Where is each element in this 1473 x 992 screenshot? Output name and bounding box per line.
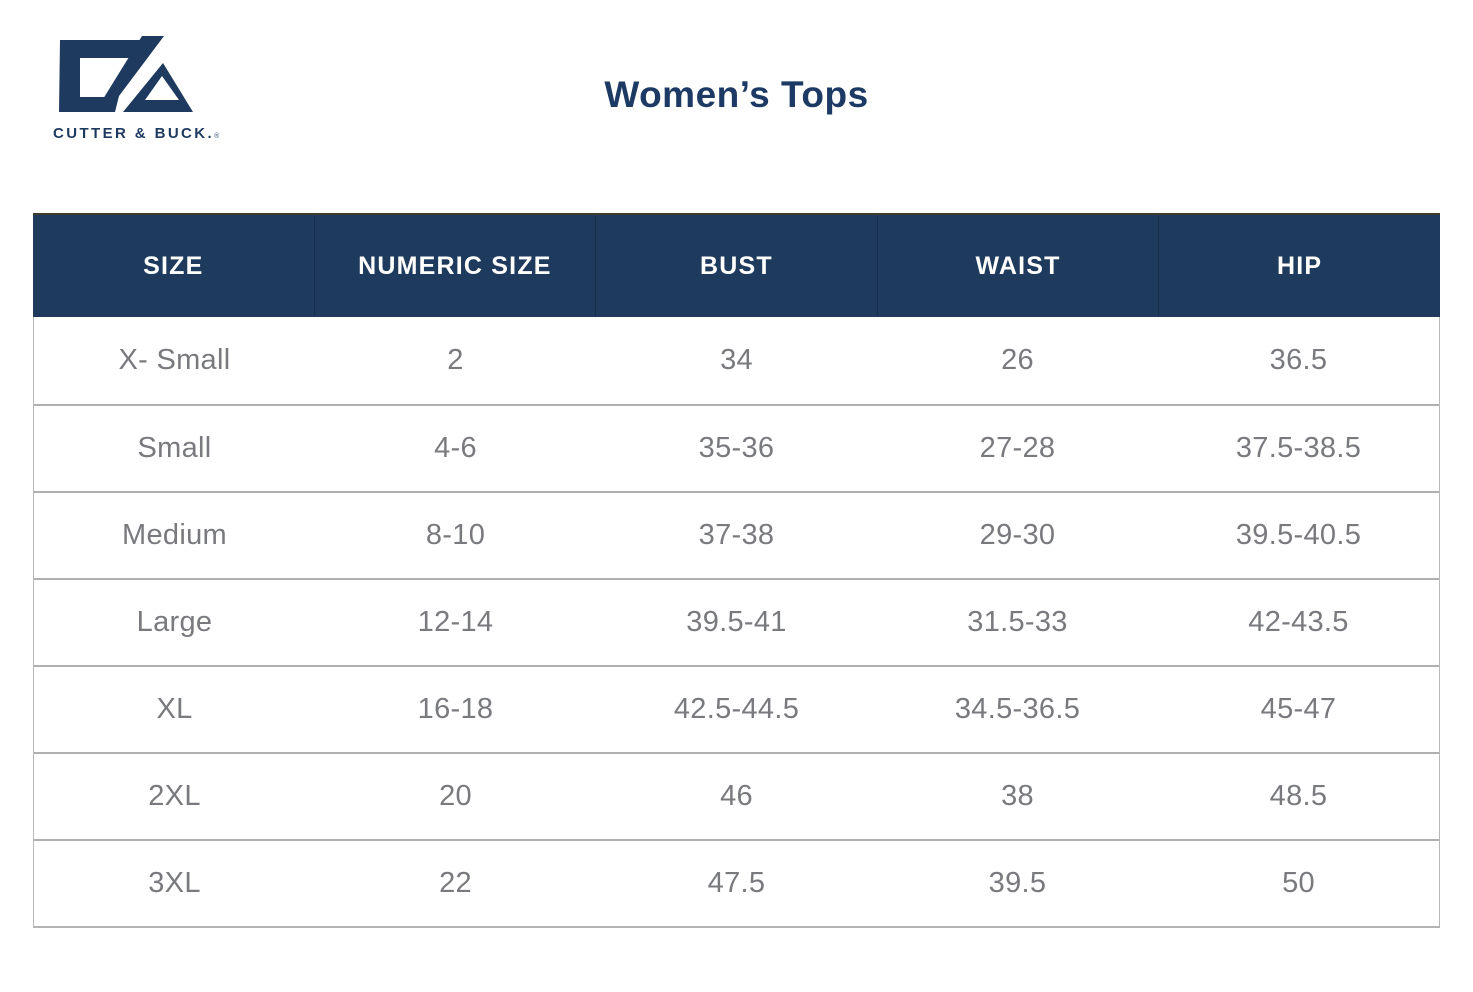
column-header-size: SIZE	[143, 251, 204, 280]
table-cell: 26	[1001, 344, 1034, 376]
cutter-buck-logo-icon	[59, 36, 193, 112]
table-row: Medium 8-10 37-38 29-30 39.5-40.5	[34, 491, 1439, 578]
table-row: Small 4-6 35-36 27-28 37.5-38.5	[34, 404, 1439, 491]
table-cell: 39.5-40.5	[1235, 519, 1362, 551]
table-cell: Large	[136, 606, 213, 638]
table-cell: 38	[1001, 780, 1034, 812]
table-cell: Medium	[122, 519, 227, 551]
table-row: 2XL 20 46 38 48.5	[34, 752, 1439, 839]
table-cell: 46	[720, 780, 753, 812]
table-row: Large 12-14 39.5-41 31.5-33 42-43.5	[34, 578, 1439, 665]
table-row: X- Small 2 34 26 36.5	[34, 317, 1439, 404]
column-header-hip: HIP	[1158, 215, 1440, 317]
brand-logo: CUTTER & BUCK.®	[53, 36, 219, 142]
page-title: Women’s Tops	[604, 74, 869, 115]
table-cell: 29-30	[979, 519, 1056, 551]
table-cell: 8-10	[425, 519, 486, 551]
table-cell: 36.5	[1269, 344, 1328, 376]
table-cell: 48.5	[1269, 780, 1328, 812]
table-cell: 42-43.5	[1248, 606, 1349, 638]
column-header-bust: BUST	[595, 215, 877, 317]
table-cell: 34	[720, 344, 753, 376]
table-cell: 2XL	[148, 780, 201, 812]
registered-trademark: ®	[214, 133, 220, 140]
table-cell: 47.5	[707, 867, 766, 899]
table-header-row: SIZE NUMERIC SIZE BUST WAIST HIP	[33, 213, 1440, 317]
brand-logo-text: CUTTER & BUCK.®	[53, 125, 219, 142]
table-cell: 2	[447, 344, 464, 376]
column-header-numeric-size: NUMERIC SIZE	[313, 215, 596, 317]
table-cell: 42.5-44.5	[673, 693, 800, 725]
table-cell: 12-14	[417, 606, 494, 638]
size-table: SIZE NUMERIC SIZE BUST WAIST HIP X- Small 2 34…	[33, 213, 1440, 928]
table-cell: 3XL	[148, 867, 201, 899]
table-cell: 39.5	[988, 867, 1047, 899]
table-cell: 20	[439, 780, 472, 812]
table-row: 3XL 22 47.5 39.5 50	[34, 839, 1439, 926]
column-header-waist: WAIST	[876, 215, 1159, 317]
table-cell: 34.5-36.5	[954, 693, 1081, 725]
table-body: X- Small 2 34 26 36.5 Small 4-6 35-36 27-28 37.5-…	[33, 317, 1440, 928]
table-cell: 31.5-33	[967, 606, 1068, 638]
table-cell: 50	[1282, 867, 1315, 899]
table-cell: X- Small	[118, 344, 231, 376]
table-cell: 45-47	[1260, 693, 1337, 725]
table-cell: 39.5-41	[686, 606, 787, 638]
table-cell: 22	[439, 867, 472, 899]
table-cell: 4-6	[434, 432, 477, 464]
brand-wordmark: CUTTER & BUCK.	[53, 125, 215, 142]
table-cell: 16-18	[417, 693, 494, 725]
table-cell: 37-38	[698, 519, 775, 551]
table-row: XL 16-18 42.5-44.5 34.5-36.5 45-47	[34, 665, 1439, 752]
table-cell: 37.5-38.5	[1235, 432, 1362, 464]
table-cell: Small	[137, 432, 212, 464]
table-cell: XL	[156, 693, 193, 725]
table-cell: 27-28	[979, 432, 1056, 464]
table-cell: 35-36	[698, 432, 775, 464]
